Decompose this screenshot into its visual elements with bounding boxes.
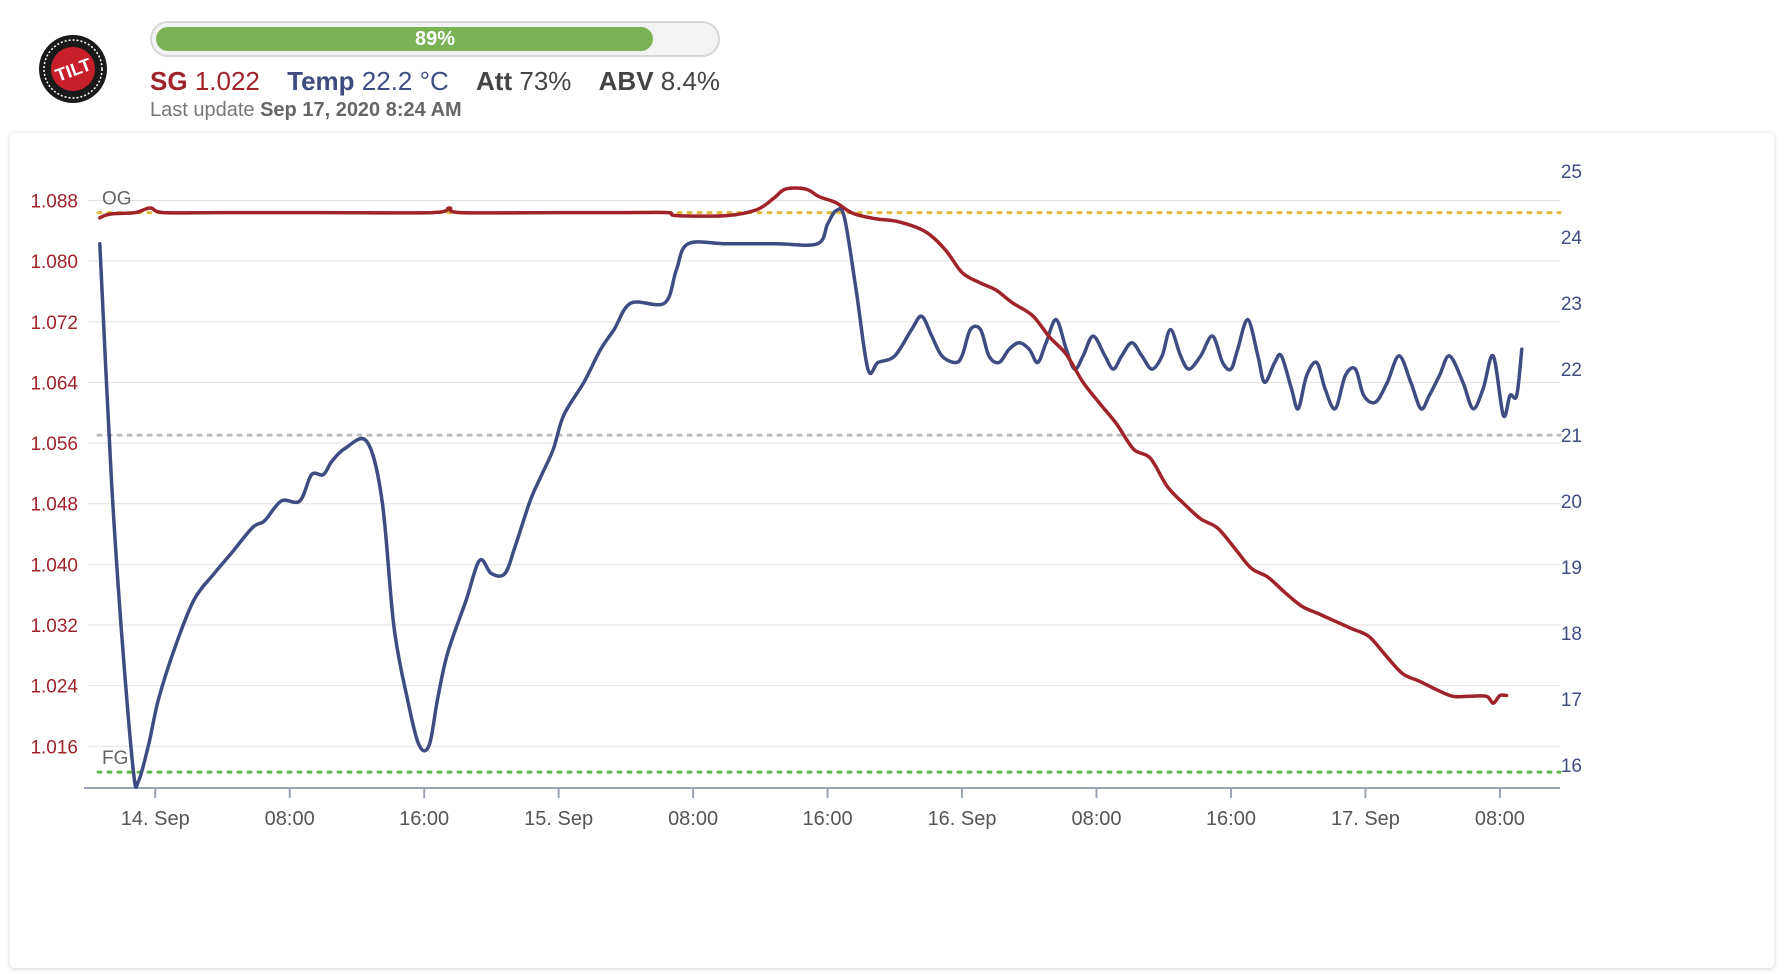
y-left-tick-label: 1.048 (30, 495, 78, 516)
att-reading: Att 73% (476, 66, 571, 96)
y-right-tick-label: 25 (1561, 162, 1582, 183)
temp-reading: Temp 22.2 °C (287, 66, 449, 96)
y-right-tick-label: 17 (1561, 690, 1582, 711)
y-right-tick-label: 19 (1561, 558, 1582, 579)
x-tick-label: 16:00 (803, 808, 853, 830)
y-right-tick-label: 22 (1561, 360, 1582, 381)
y-left-tick-label: 1.056 (30, 434, 78, 455)
x-tick-label: 16:00 (399, 808, 449, 830)
abv-label: ABV (598, 66, 654, 96)
y-right-tick-label: 24 (1561, 228, 1583, 249)
y-left-tick-label: 1.024 (30, 677, 78, 698)
x-tick-label: 16:00 (1206, 808, 1256, 830)
attenuation-progress-bar: 89% (150, 21, 720, 57)
x-tick-label: 08:00 (1071, 808, 1121, 830)
y-left-tick-label: 1.088 (30, 191, 78, 212)
temp-series-line (98, 207, 1524, 790)
last-update-label: Last update (150, 99, 255, 121)
y-right-tick-label: 20 (1561, 492, 1582, 513)
y-right-tick-label: 23 (1561, 294, 1582, 315)
tilt-logo-graphic: TILT (39, 35, 107, 103)
y-right-tick-label: 16 (1561, 756, 1582, 777)
y-left-tick-label: 1.080 (30, 252, 78, 273)
abv-value: 8.4% (660, 66, 721, 96)
sg-series-line (98, 186, 1509, 705)
x-tick-label: 16. Sep (928, 808, 997, 830)
y-left-tick-label: 1.040 (30, 555, 78, 576)
progress-fill (156, 27, 653, 51)
y-left-tick-label: 1.016 (30, 737, 78, 758)
chart-card: 1.016 1.024 1.032 1.040 1.048 1.056 1.064 1.072… (10, 133, 1774, 968)
x-tick-label: 08:00 (1475, 808, 1525, 830)
temp-label: Temp (287, 66, 355, 96)
last-update: Last update Sep 17, 2020 8:24 AM (150, 99, 462, 122)
readings-row: SG 1.022 Temp 22.2 °C Att 73% ABV 8.4% (150, 66, 740, 97)
reference-line-label: OG (102, 189, 132, 210)
last-update-value: Sep 17, 2020 8:24 AM (260, 99, 462, 121)
sg-label: SG (150, 66, 188, 96)
att-value: 73% (519, 66, 572, 96)
x-tick-label: 08:00 (265, 808, 315, 830)
x-tick-label: 15. Sep (524, 808, 593, 830)
sg-value: 1.022 (194, 66, 260, 96)
y-left-tick-label: 1.072 (30, 313, 78, 334)
temp-value: 22.2 °C (361, 66, 449, 96)
att-label: Att (476, 66, 513, 96)
reference-line-label: FG (102, 748, 128, 769)
fermentation-chart[interactable]: 1.016 1.024 1.032 1.040 1.048 1.056 1.064 1.072… (10, 133, 1774, 968)
tilt-logo: TILT (38, 34, 108, 104)
progress-text: 89% (414, 28, 456, 50)
y-left-tick-label: 1.032 (30, 616, 78, 637)
x-tick-label: 08:00 (668, 808, 718, 830)
x-tick-label: 17. Sep (1331, 808, 1400, 830)
y-right-tick-label: 18 (1561, 624, 1582, 645)
x-tick-label: 14. Sep (121, 808, 190, 830)
y-left-tick-label: 1.064 (30, 373, 78, 394)
abv-reading: ABV 8.4% (599, 66, 720, 96)
y-right-tick-label: 21 (1561, 426, 1582, 447)
sg-reading: SG 1.022 (150, 66, 260, 96)
